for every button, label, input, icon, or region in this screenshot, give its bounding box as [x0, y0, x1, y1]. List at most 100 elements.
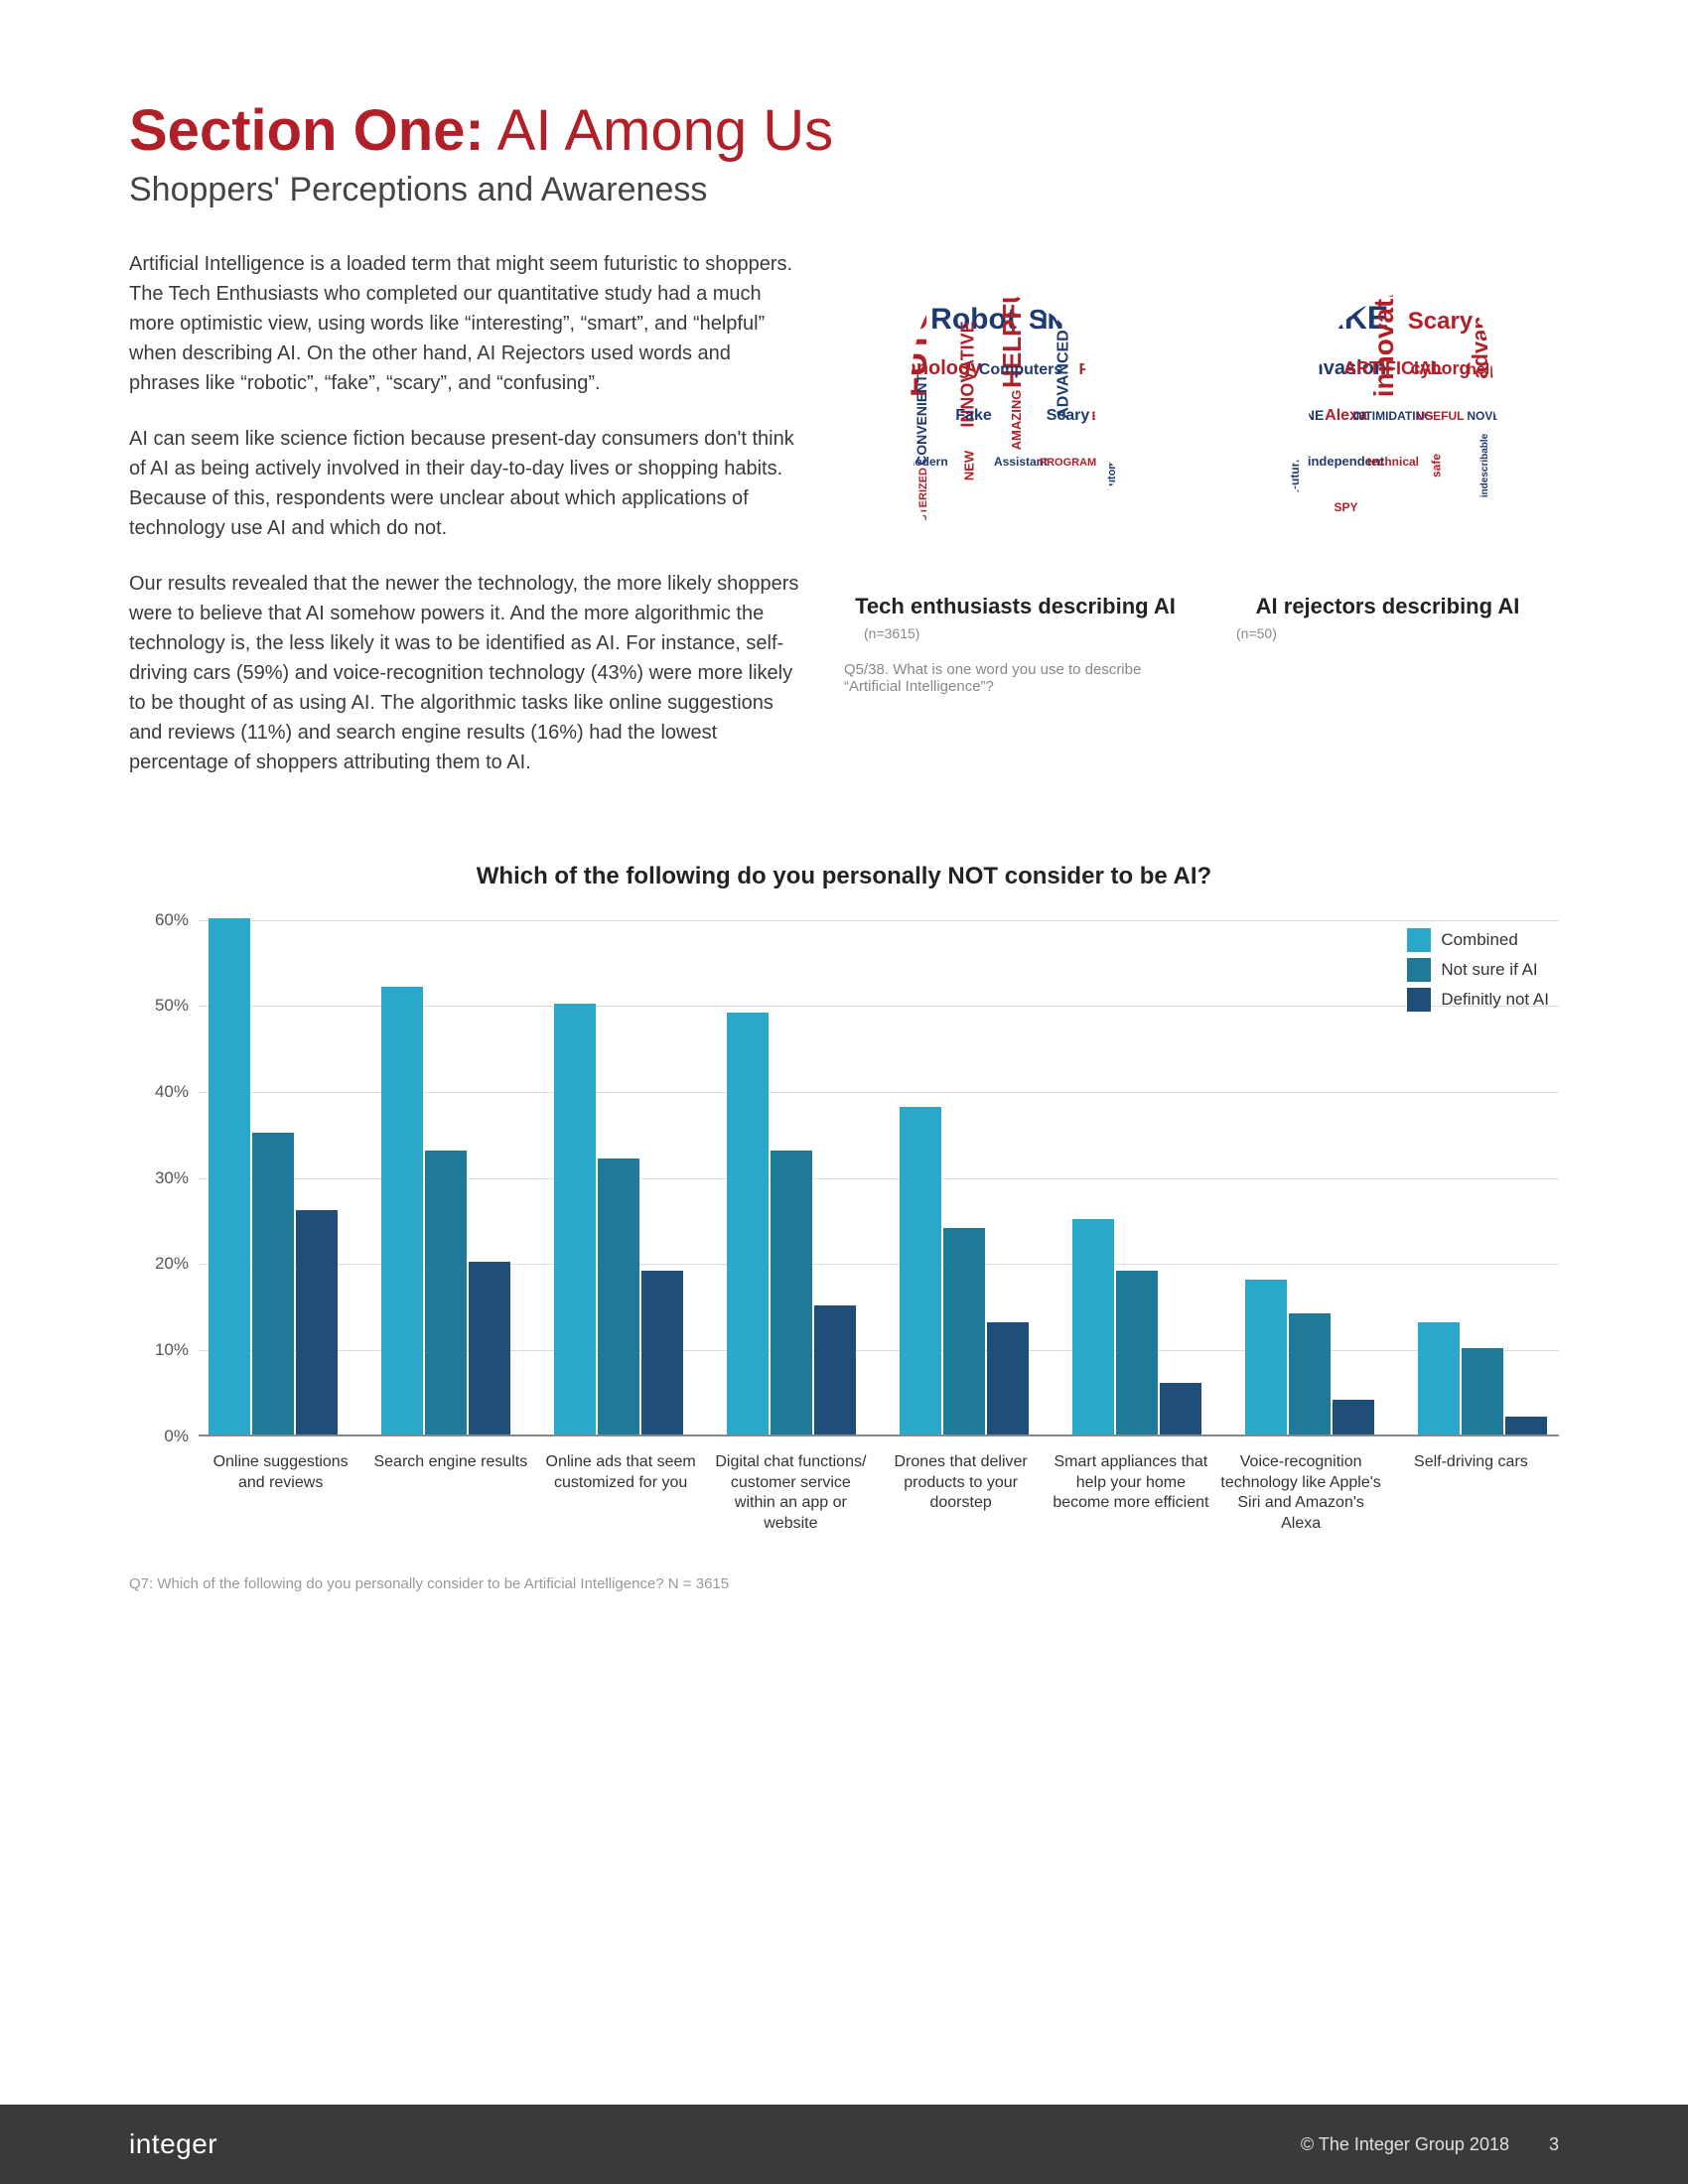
- wc-question: Q5/38. What is one word you use to descr…: [844, 661, 1187, 695]
- svg-text:Modern: Modern: [905, 455, 947, 469]
- svg-text:Scary: Scary: [1407, 308, 1473, 335]
- bar: [943, 1228, 985, 1434]
- chart-wrap: Combined Not sure if AI Definitly not AI 0…: [129, 920, 1559, 1556]
- svg-text:Exciting: Exciting: [1091, 409, 1138, 423]
- bar: [1072, 1219, 1114, 1434]
- svg-text:safe: safe: [1429, 453, 1443, 477]
- xlabel: Smart appliances that help your home bec…: [1049, 1444, 1218, 1556]
- ytick-label: 10%: [129, 1340, 189, 1360]
- footer: integer © The Integer Group 2018 3: [0, 2105, 1688, 2184]
- chart-footnote: Q7: Which of the following do you person…: [129, 1575, 1559, 1592]
- intro-text: Artificial Intelligence is a loaded term…: [129, 249, 804, 803]
- xlabel: Voice-recognition technology like Apple'…: [1219, 1444, 1389, 1556]
- bar: [554, 1004, 596, 1433]
- bar-group: [550, 1004, 723, 1433]
- section-label: Section One:: [129, 98, 485, 163]
- xlabel: Digital chat functions/ customer service…: [709, 1444, 879, 1556]
- chart-legend: Combined Not sure if AI Definitly not AI: [1407, 928, 1549, 1018]
- wc-caption-left: Tech enthusiasts describing AI: [855, 593, 1176, 620]
- intro-p3: Our results revealed that the newer the …: [129, 569, 804, 777]
- bar: [1160, 1383, 1201, 1434]
- svg-text:cyborg: cyborg: [1410, 358, 1470, 378]
- chart-title: Which of the following do you personally…: [129, 863, 1559, 890]
- intro-p1: Artificial Intelligence is a loaded term…: [129, 249, 804, 398]
- section-title: Section One: AI Among Us: [129, 99, 1559, 163]
- legend-label: Combined: [1441, 930, 1518, 950]
- ytick-label: 0%: [129, 1427, 189, 1446]
- legend-swatch: [1407, 988, 1431, 1012]
- bar: [296, 1210, 338, 1433]
- ytick-label: 60%: [129, 910, 189, 930]
- svg-text:INTERESTING: INTERESTING: [1042, 309, 1155, 334]
- bar: [1289, 1313, 1331, 1433]
- svg-text:AMAZING: AMAZING: [1009, 389, 1024, 450]
- svg-text:indescribable: indescribable: [1479, 433, 1490, 497]
- bar: [771, 1151, 812, 1434]
- svg-text:USEFUL: USEFUL: [1416, 409, 1464, 423]
- svg-text:COMPUTERIZED: COMPUTERIZED: [917, 468, 929, 555]
- wc-n-right: (n=50): [1216, 625, 1277, 641]
- svg-text:Smart: Smart: [1028, 304, 1106, 335]
- wordcloud-enthusiasts: FUTURERobotHELPFULSmartINTERESTINGTechno…: [844, 259, 1187, 803]
- svg-text:technical: technical: [1366, 455, 1418, 469]
- svg-text:Futuristic: Futuristic: [1288, 438, 1302, 492]
- bar-group: [1068, 1219, 1241, 1434]
- subtitle: Shoppers' Perceptions and Awareness: [129, 171, 1559, 209]
- bar: [425, 1151, 467, 1434]
- bar: [900, 1107, 941, 1433]
- legend-label: Definitly not AI: [1441, 990, 1549, 1010]
- ytick-label: 20%: [129, 1254, 189, 1274]
- bar: [987, 1322, 1029, 1434]
- bar-group: [1241, 1280, 1414, 1434]
- wordcloud-left-head: FUTURERobotHELPFULSmartINTERESTINGTechno…: [877, 259, 1155, 577]
- svg-text:ADVANCED: ADVANCED: [1055, 330, 1071, 418]
- svg-text:Fake: Fake: [955, 407, 992, 424]
- wordcloud-right-head: ROBOTICFAKEinnovativeScaryadvancedconfus…: [1249, 259, 1527, 577]
- bar-group: [377, 987, 550, 1434]
- legend-item: Not sure if AI: [1407, 958, 1549, 982]
- bar-group: [896, 1107, 1068, 1433]
- bar: [1245, 1280, 1287, 1434]
- bar: [1333, 1400, 1374, 1434]
- xlabel: Self-driving cars: [1389, 1444, 1559, 1556]
- wordcloud-rejectors: ROBOTICFAKEinnovativeScaryadvancedconfus…: [1216, 259, 1559, 803]
- footer-brand: integer: [129, 2128, 217, 2160]
- intro-p2: AI can seem like science fiction because…: [129, 424, 804, 543]
- svg-text:Computers: Computers: [978, 361, 1062, 378]
- bar: [1505, 1417, 1547, 1433]
- legend-swatch: [1407, 958, 1431, 982]
- footer-copyright: © The Integer Group 2018: [1301, 2134, 1509, 2155]
- xlabel: Online ads that seem customized for you: [539, 1444, 709, 1556]
- xlabel: Online suggestions and reviews: [199, 1444, 368, 1556]
- bar-group: [1414, 1322, 1587, 1434]
- svg-text:ROBOTIC: ROBOTIC: [1269, 259, 1307, 406]
- wc-n-left: (n=3615): [844, 625, 919, 641]
- chart-section: Which of the following do you personally…: [129, 863, 1559, 1592]
- svg-text:Automated: Automated: [1106, 437, 1118, 493]
- xlabel: Search engine results: [368, 1444, 538, 1556]
- bar-group: [205, 918, 377, 1434]
- legend-label: Not sure if AI: [1441, 960, 1537, 980]
- wc-caption-right: AI rejectors describing AI: [1256, 593, 1520, 620]
- bar: [381, 987, 423, 1434]
- svg-text:helps: helps: [1467, 361, 1508, 378]
- bar: [1418, 1322, 1460, 1434]
- svg-text:SPY: SPY: [1334, 500, 1357, 514]
- bar: [641, 1271, 683, 1434]
- bar: [1116, 1271, 1158, 1434]
- bar: [598, 1159, 639, 1433]
- legend-swatch: [1407, 928, 1431, 952]
- bar: [727, 1013, 769, 1434]
- bar: [469, 1262, 510, 1433]
- svg-text:Futuristic: Futuristic: [1078, 361, 1151, 378]
- ytick-label: 50%: [129, 996, 189, 1016]
- bar: [252, 1133, 294, 1433]
- bar: [1462, 1348, 1503, 1434]
- chart-xlabels: Online suggestions and reviewsSearch eng…: [199, 1444, 1559, 1556]
- bar-group: [723, 1013, 896, 1434]
- xlabel: Drones that deliver products to your doo…: [879, 1444, 1049, 1556]
- svg-text:PROGRAM: PROGRAM: [1039, 457, 1095, 469]
- footer-page: 3: [1549, 2134, 1559, 2155]
- svg-text:confusing: confusing: [1282, 327, 1304, 422]
- wordclouds: FUTURERobotHELPFULSmartINTERESTINGTechno…: [844, 249, 1559, 803]
